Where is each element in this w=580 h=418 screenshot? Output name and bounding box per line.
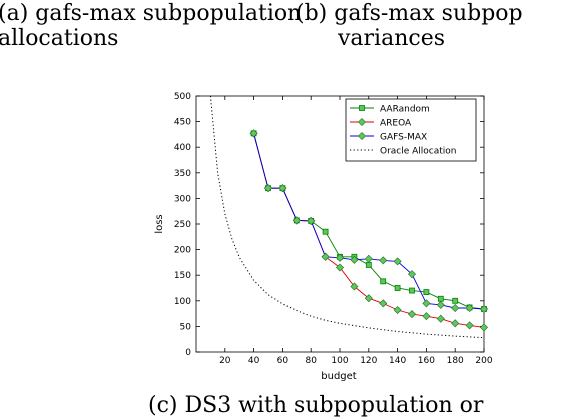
y-tick-label: 500 — [174, 92, 191, 102]
x-tick-label: 40 — [248, 356, 260, 366]
series-group — [209, 95, 489, 339]
axes: 20 40 60 80 100 120 140 160 180 200 0 50 100 150 200 25… — [174, 92, 493, 366]
legend-label-aarandom: AARandom — [380, 105, 430, 115]
caption-a-line2: allocations — [0, 26, 119, 51]
legend-label-oracle-allocation: Oracle Allocation — [380, 147, 457, 157]
data-point-gafs-max — [379, 256, 388, 265]
data-point-gafs-max — [407, 270, 417, 279]
legend-box — [345, 98, 477, 162]
series-line-oracle-allocation — [209, 95, 485, 339]
x-tick-label: 200 — [475, 356, 492, 366]
caption-b-line1: (b) gafs-max subpop — [296, 1, 523, 26]
legend-marker-aarandom — [359, 105, 365, 111]
y-tick-label: 350 — [174, 169, 191, 179]
data-point-gafs-max — [249, 129, 258, 138]
y-tick-label: 0 — [185, 348, 191, 358]
x-tick-label: 140 — [389, 356, 406, 366]
y-tick-label: 150 — [174, 271, 191, 281]
data-point-aarandom — [452, 297, 459, 304]
x-tick-label: 80 — [305, 356, 317, 366]
data-point-areoa — [479, 323, 489, 332]
y-tick-label: 200 — [174, 246, 191, 256]
caption-a-line1: (a) gafs-max subpopulation — [0, 1, 302, 26]
data-point-areoa — [364, 294, 373, 303]
series-gafs-max — [249, 129, 489, 314]
data-point-gafs-max — [451, 303, 460, 312]
data-point-gafs-max — [465, 303, 474, 312]
data-point-areoa — [451, 319, 460, 328]
y-tick-label: 450 — [174, 118, 191, 128]
y-tick-label: 100 — [174, 297, 191, 307]
data-point-areoa — [350, 282, 359, 291]
data-point-gafs-max — [321, 252, 330, 261]
data-point-gafs-max — [422, 299, 431, 308]
data-point-gafs-max — [436, 300, 445, 309]
x-tick-label: 100 — [331, 356, 348, 366]
data-point-gafs-max — [263, 184, 273, 193]
data-point-gafs-max — [393, 257, 402, 266]
data-point-gafs-max — [335, 253, 345, 262]
data-point-aarandom — [322, 228, 329, 235]
y-tick-label: 300 — [174, 194, 191, 204]
x-tick-label: 160 — [418, 356, 435, 366]
x-axis-label: budget — [321, 371, 357, 382]
data-point-aarandom — [380, 278, 387, 285]
y-tick-label: 400 — [174, 143, 191, 153]
data-point-gafs-max — [307, 216, 316, 225]
legend-label-gafs-max: GAFS-MAX — [380, 133, 427, 143]
data-point-areoa — [335, 263, 345, 272]
data-point-gafs-max — [364, 254, 373, 263]
data-point-aarandom — [423, 289, 430, 295]
data-point-aarandom — [394, 285, 401, 291]
legend: AARandom AREOA GAFS-MAX Oracle Allocation — [345, 98, 477, 162]
data-point-areoa — [393, 305, 402, 315]
legend-marker-gafs-max — [357, 131, 367, 141]
legend-marker-areoa — [357, 117, 367, 127]
x-tick-label: 60 — [277, 356, 289, 366]
y-tick-label: 50 — [180, 322, 192, 332]
data-point-gafs-max — [278, 184, 287, 193]
data-point-areoa — [422, 312, 431, 321]
data-point-aarandom — [437, 295, 444, 302]
data-point-areoa — [436, 314, 445, 323]
caption-b-line2: variances — [338, 26, 446, 51]
data-point-areoa — [379, 299, 388, 308]
series-oracle-allocation — [209, 95, 485, 339]
data-point-aarandom — [409, 287, 415, 294]
y-tick-label: 250 — [174, 220, 191, 230]
data-point-areoa — [407, 310, 417, 319]
y-axis-label: loss — [154, 214, 165, 233]
x-tick-label: 120 — [360, 356, 377, 366]
data-point-areoa — [465, 321, 474, 330]
data-point-gafs-max — [479, 304, 489, 314]
x-tick-label: 180 — [447, 356, 464, 366]
data-point-aarandom — [365, 262, 372, 268]
x-tick-label: 20 — [219, 356, 231, 366]
data-point-gafs-max — [292, 216, 301, 225]
legend-label-areoa: AREOA — [380, 119, 412, 129]
loss-vs-budget-chart: 20 40 60 80 100 120 140 160 180 200 0 50 100 150 200 25… — [154, 92, 493, 382]
data-point-gafs-max — [350, 255, 359, 264]
